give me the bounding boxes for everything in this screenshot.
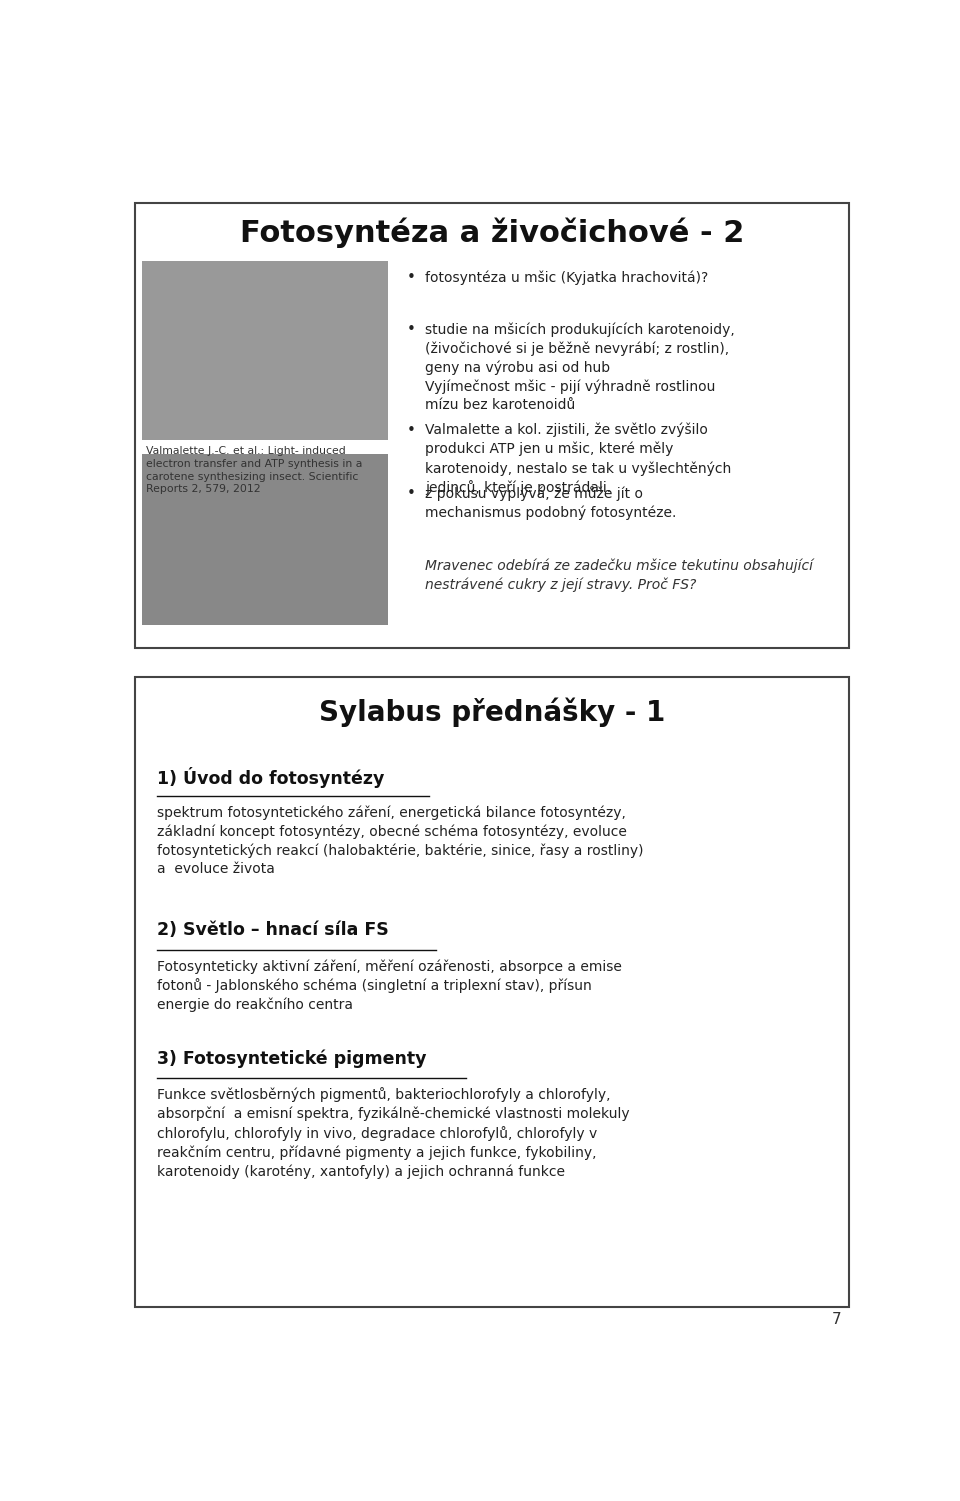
Text: Fotosynteticky aktivní záření, měření ozářenosti, absorpce a emise
fotonů - Jabl: Fotosynteticky aktivní záření, měření oz… — [157, 959, 622, 1013]
Text: 7: 7 — [832, 1312, 842, 1327]
Text: Fotosyntéza a živočichové - 2: Fotosyntéza a živočichové - 2 — [240, 218, 744, 248]
Text: Valmalette a kol. zjistili, že světlo zvýšilo
produkci ATP jen u mšic, které měl: Valmalette a kol. zjistili, že světlo zv… — [425, 423, 732, 495]
Text: Funkce světlosběrných pigmentů, bakteriochlorofyly a chlorofyly,
absorpční  a em: Funkce světlosběrných pigmentů, bakterio… — [157, 1087, 630, 1180]
FancyBboxPatch shape — [142, 453, 388, 624]
Text: •: • — [406, 323, 416, 338]
Text: studie na mšicích produkujících karotenoidy,
(živočichové si je běžně nevyrábí; : studie na mšicích produkujících karoteno… — [425, 323, 734, 413]
Text: Mravenec odebírá ze zadečku mšice tekutinu obsahující
nestrávené cukry z její st: Mravenec odebírá ze zadečku mšice tekuti… — [425, 558, 813, 591]
Text: 1) Úvod do fotosyntézy: 1) Úvod do fotosyntézy — [157, 767, 385, 788]
Text: 2) Světlo – hnací síla FS: 2) Světlo – hnací síla FS — [157, 922, 389, 940]
FancyBboxPatch shape — [134, 203, 849, 648]
FancyBboxPatch shape — [142, 261, 388, 440]
FancyBboxPatch shape — [134, 677, 849, 1307]
Text: Sylabus přednášky - 1: Sylabus přednášky - 1 — [319, 698, 665, 728]
Text: •: • — [406, 423, 416, 438]
Text: fotosyntéza u mšic (Kyjatka hrachovitá)?: fotosyntéza u mšic (Kyjatka hrachovitá)? — [425, 270, 708, 285]
Text: Valmalette J.-C. et al.: Light- induced
electron transfer and ATP synthesis in a: Valmalette J.-C. et al.: Light- induced … — [146, 446, 363, 494]
Text: •: • — [406, 270, 416, 285]
Text: z pokusu vyplývá, že může jít o
mechanismus podobný fotosyntéze.: z pokusu vyplývá, že může jít o mechanis… — [425, 486, 677, 521]
Text: spektrum fotosyntetického záření, energetická bilance fotosyntézy,
základní konc: spektrum fotosyntetického záření, energe… — [157, 806, 644, 877]
Text: 3) Fotosyntetické pigmenty: 3) Fotosyntetické pigmenty — [157, 1049, 426, 1067]
Text: •: • — [406, 486, 416, 501]
